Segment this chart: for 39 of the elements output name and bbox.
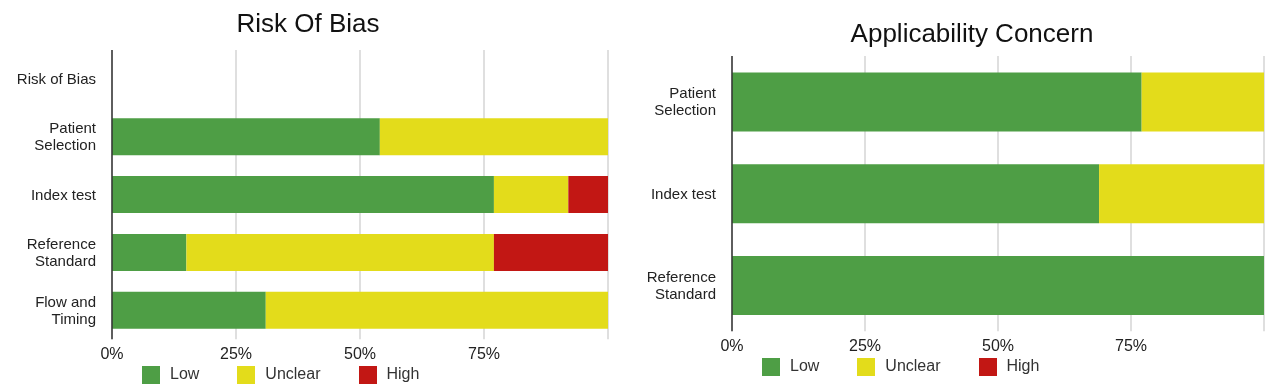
y-tick-label: Patient Selection <box>654 84 717 119</box>
bar <box>493 233 608 271</box>
bar <box>112 118 380 156</box>
bar <box>1141 72 1264 132</box>
x-tick-label: 50% <box>981 337 1015 355</box>
bar <box>493 176 569 214</box>
y-tick-label: Risk of Bias <box>16 69 96 87</box>
bar <box>732 72 1142 132</box>
legend-label: Unclear <box>885 357 941 375</box>
legend-label: High <box>386 365 420 383</box>
bar <box>379 118 608 156</box>
bar <box>732 256 1264 315</box>
x-tick-label: 50% <box>343 345 377 363</box>
x-tick-label: 75% <box>467 345 501 363</box>
bar <box>265 291 608 329</box>
legend-label: Unclear <box>265 365 321 383</box>
y-tick-label: Index test <box>30 185 97 203</box>
y-tick-label: Reference Standard <box>26 234 96 269</box>
bar <box>1099 164 1264 224</box>
y-tick-label: Reference Standard <box>646 267 716 302</box>
y-tick-label: Flow and Timing <box>35 292 96 327</box>
bar <box>732 164 1100 224</box>
bar <box>112 233 187 271</box>
y-tick-label: Patient Selection <box>34 119 97 154</box>
x-tick-label: 25% <box>219 345 253 363</box>
x-tick-label: 75% <box>1114 337 1148 355</box>
x-tick-label: 0% <box>100 345 124 363</box>
chart-title: Applicability Concern <box>849 18 1095 50</box>
y-tick-label: Index test <box>650 184 717 202</box>
bar <box>186 233 494 271</box>
legend-label: Low <box>790 357 820 375</box>
legend-label: High <box>1006 357 1040 375</box>
legend-label: Low <box>170 365 200 383</box>
bar <box>112 291 266 329</box>
bar <box>568 176 608 214</box>
x-tick-label: 0% <box>720 337 744 355</box>
chart-title: Risk Of Bias <box>235 8 381 40</box>
bar <box>112 176 494 214</box>
x-tick-label: 25% <box>848 337 882 355</box>
